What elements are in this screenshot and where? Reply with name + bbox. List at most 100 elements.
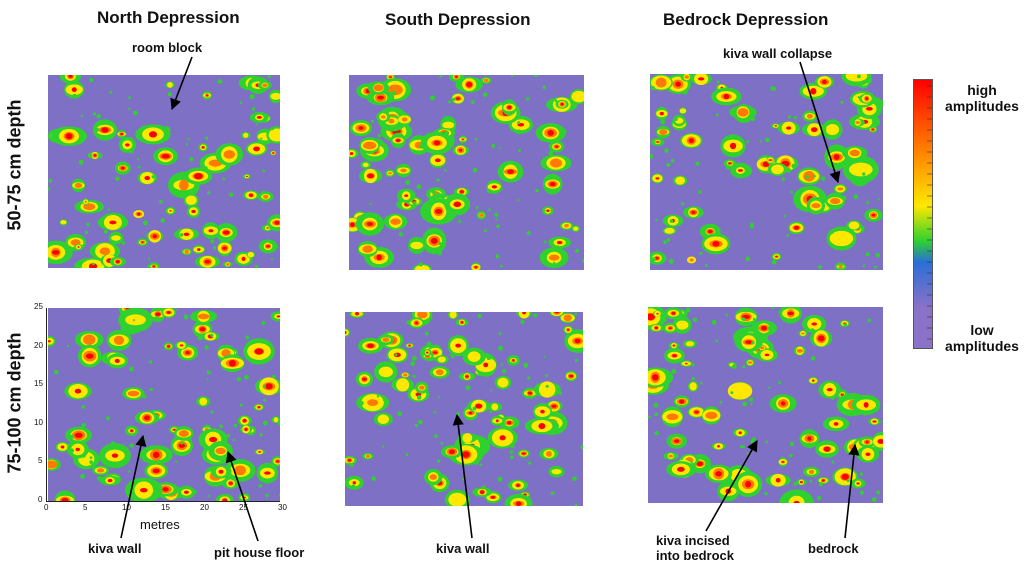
- amplitude-spot: [197, 248, 201, 251]
- y-tick-label: 0: [38, 495, 43, 504]
- amplitude-speck: [765, 440, 768, 444]
- amplitude-spot: [408, 344, 411, 347]
- amplitude-spot: [378, 366, 393, 378]
- amplitude-speck: [115, 176, 120, 181]
- amplitude-spot: [209, 436, 218, 443]
- amplitude-spot: [152, 468, 160, 474]
- amplitude-speck: [249, 94, 255, 100]
- amplitude-speck: [206, 468, 210, 473]
- amplitude-speck: [107, 358, 110, 362]
- amplitude-speck: [271, 127, 274, 131]
- amplitude-spot: [821, 479, 825, 482]
- amplitude-speck: [127, 107, 131, 111]
- amplitude-speck: [244, 374, 249, 380]
- amplitude-speck: [81, 422, 86, 428]
- amplitude-spot: [99, 247, 111, 256]
- amplitude-speck: [490, 389, 493, 392]
- amplitude-spot: [671, 311, 676, 315]
- amplitude-speck: [831, 460, 835, 464]
- amplitude-spot: [849, 149, 860, 157]
- amplitude-speck: [876, 490, 881, 495]
- amplitude-speck: [472, 167, 478, 173]
- amplitude-spot: [551, 404, 557, 408]
- amplitude-spot: [787, 311, 794, 316]
- amplitude-speck: [227, 443, 230, 446]
- amplitude-spot: [837, 187, 844, 191]
- amplitude-spot: [396, 138, 401, 143]
- amplitude-spot: [833, 422, 839, 426]
- amplitude-speck: [778, 381, 781, 385]
- amplitude-speck: [475, 206, 479, 210]
- amplitude-spot: [377, 414, 389, 424]
- amplitude-spot: [139, 487, 148, 493]
- amplitude-spot: [265, 383, 273, 390]
- amplitude-speck: [81, 405, 85, 409]
- amplitude-speck: [669, 219, 674, 223]
- amplitude-speck: [810, 356, 816, 361]
- amplitude-speck: [831, 396, 835, 400]
- amplitude-spot: [866, 107, 873, 111]
- amplitude-speck: [212, 246, 217, 250]
- amplitude-spot: [266, 227, 269, 229]
- amplitude-spot: [546, 209, 550, 212]
- amplitude-spot: [490, 495, 496, 499]
- amplitude-spot: [521, 452, 526, 455]
- amplitude-speck: [497, 476, 503, 482]
- amplitude-speck: [349, 463, 354, 468]
- amplitude-spot: [738, 431, 742, 435]
- amplitude-spot: [549, 182, 556, 187]
- amplitude-spot: [93, 154, 97, 157]
- amplitude-spot: [546, 450, 552, 457]
- amplitude-speck: [751, 341, 755, 345]
- amplitude-spot: [74, 182, 83, 188]
- amplitude-speck: [750, 403, 753, 406]
- amplitude-spot: [113, 335, 125, 345]
- amplitude-speck: [498, 147, 501, 150]
- amplitude-speck: [267, 219, 271, 223]
- amplitude-spot: [684, 362, 688, 365]
- amplitude-speck: [752, 317, 756, 321]
- amplitude-speck: [137, 165, 141, 169]
- amplitude-speck: [92, 112, 97, 116]
- amplitude-speck: [227, 461, 231, 465]
- x-tick-label: 5: [83, 503, 88, 512]
- amplitude-spot: [204, 259, 211, 264]
- amplitude-spot: [433, 140, 441, 146]
- amplitude-spot: [101, 127, 109, 133]
- amplitude-spot: [675, 320, 689, 330]
- amplitude-speck: [817, 495, 822, 500]
- amplitude-speck: [369, 203, 372, 206]
- label-bedrock: bedrock: [808, 541, 859, 556]
- amplitude-spot: [367, 343, 374, 349]
- amplitude-speck: [477, 313, 482, 318]
- amplitude-speck: [260, 137, 263, 140]
- amplitude-spot: [659, 111, 664, 116]
- amplitude-speck: [262, 169, 266, 173]
- amplitude-spot: [507, 421, 512, 425]
- amplitude-speck: [436, 192, 440, 196]
- amplitude-spot: [389, 76, 392, 78]
- amplitude-spot: [245, 175, 249, 178]
- amplitude-speck: [440, 441, 444, 445]
- amplitude-spot: [855, 121, 861, 124]
- amplitude-spot: [803, 170, 815, 182]
- amplitude-spot: [675, 176, 686, 185]
- amplitude-speck: [106, 416, 110, 421]
- amplitude-blobs: [48, 75, 280, 268]
- amplitude-speck: [548, 150, 554, 156]
- amplitude-spot: [684, 75, 689, 79]
- amplitude-speck: [436, 178, 440, 182]
- amplitude-spot: [400, 168, 407, 173]
- amplitude-speck: [405, 179, 411, 185]
- amplitude-spot: [65, 133, 73, 140]
- amplitude-speck: [648, 415, 651, 419]
- amplitude-spot: [71, 87, 77, 93]
- amplitude-speck: [434, 434, 438, 438]
- amplitude-speck: [789, 453, 793, 458]
- amplitude-speck: [137, 158, 140, 161]
- amplitude-speck: [699, 251, 703, 255]
- amplitude-speck: [574, 312, 578, 316]
- amplitude-speck: [859, 490, 865, 495]
- x-axis-line: [46, 501, 280, 502]
- amplitude-speck: [793, 482, 798, 486]
